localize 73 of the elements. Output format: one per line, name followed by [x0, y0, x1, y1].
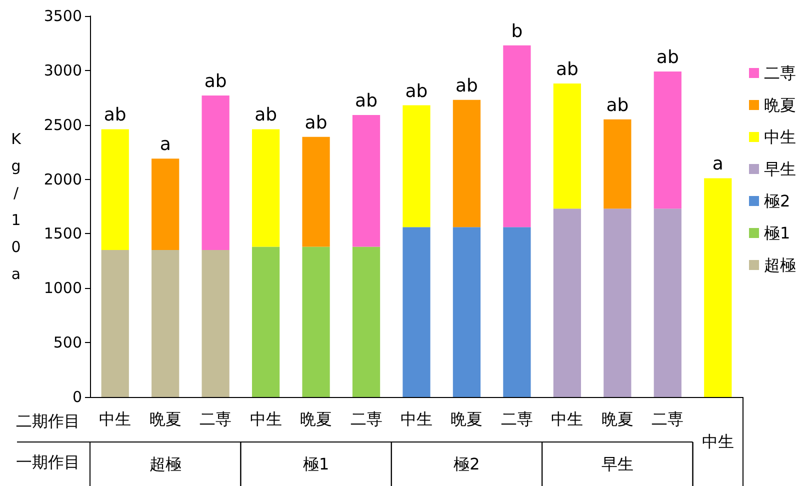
- x-tick-label: 中生: [400, 410, 432, 428]
- data-label: ab: [104, 104, 126, 126]
- legend-label: 晩夏: [764, 96, 796, 114]
- bar: [654, 208, 682, 397]
- y-tick-label: 1000: [44, 279, 82, 298]
- data-label: a: [160, 134, 171, 156]
- data-label: ab: [204, 70, 227, 92]
- data-label: ab: [405, 80, 428, 102]
- y-tick-label: 3000: [44, 61, 82, 80]
- data-label: ab: [455, 75, 478, 96]
- x-tick-label: 中生: [99, 410, 132, 428]
- text: 早生: [601, 454, 634, 474]
- bar: [202, 250, 230, 397]
- data-label: a: [712, 154, 724, 175]
- text: 二期作目: [16, 412, 80, 430]
- y-tick-label: 3500: [44, 7, 82, 25]
- legend-label: 極2: [764, 192, 790, 210]
- bar: [302, 246, 330, 397]
- bar: [202, 95, 230, 250]
- data-label: ab: [254, 104, 278, 126]
- legend-label: 中生: [764, 128, 796, 146]
- y-axis-title: Kg/10a: [11, 130, 22, 283]
- data-label: b: [511, 20, 523, 42]
- x-tick-label: 晩夏: [149, 410, 182, 428]
- bar: [402, 105, 430, 228]
- bar: [553, 83, 582, 209]
- x-tick-label: 晩夏: [450, 410, 483, 428]
- bar: [252, 246, 280, 397]
- data-label: ab: [304, 112, 328, 134]
- bar: [503, 227, 531, 397]
- legend-label: 二専: [764, 64, 796, 82]
- data-label: ab: [606, 94, 629, 116]
- bar: [503, 45, 531, 228]
- bar: [402, 227, 430, 397]
- text: 一期作目: [16, 452, 80, 472]
- y-tick-label: 1500: [44, 224, 82, 243]
- x-tick-label: 晩夏: [300, 410, 332, 428]
- bar: [152, 250, 180, 397]
- x-tick-label: 晩夏: [601, 410, 634, 428]
- bar: [704, 178, 732, 397]
- bar: [252, 129, 280, 247]
- data-label: ab: [355, 90, 378, 112]
- bar: [604, 208, 632, 397]
- data-label: ab: [656, 47, 679, 68]
- x-tick-label: 二専: [500, 410, 533, 428]
- bar: [604, 119, 632, 209]
- data-label: ab: [556, 58, 578, 80]
- y-tick-label: 0: [72, 388, 82, 406]
- bar: [152, 158, 180, 250]
- bar: [452, 227, 481, 397]
- text: 中生: [702, 432, 734, 451]
- bar: [101, 129, 129, 250]
- x-tick-label: 二専: [350, 410, 382, 428]
- bar: [101, 250, 129, 397]
- bar: [302, 136, 330, 247]
- y-tick-label: 2500: [44, 116, 82, 134]
- text: 極1: [302, 454, 330, 474]
- bar: [553, 208, 582, 397]
- x-tick-label: 中生: [250, 410, 282, 428]
- bar: [654, 72, 682, 209]
- bar: [352, 115, 380, 247]
- x-tick-label: 二専: [652, 410, 684, 428]
- text: 超極: [149, 454, 182, 474]
- legend-label: 早生: [764, 160, 796, 178]
- x-tick-label: 中生: [551, 410, 584, 428]
- bar: [352, 246, 380, 397]
- bar: [452, 100, 481, 228]
- legend-label: 超極: [764, 256, 796, 274]
- legend-label: 極1: [764, 224, 790, 242]
- y-tick-label: 500: [53, 334, 82, 352]
- x-tick-label: 二専: [200, 410, 232, 428]
- y-tick-label: 2000: [44, 170, 82, 188]
- text: 極2: [454, 454, 480, 474]
